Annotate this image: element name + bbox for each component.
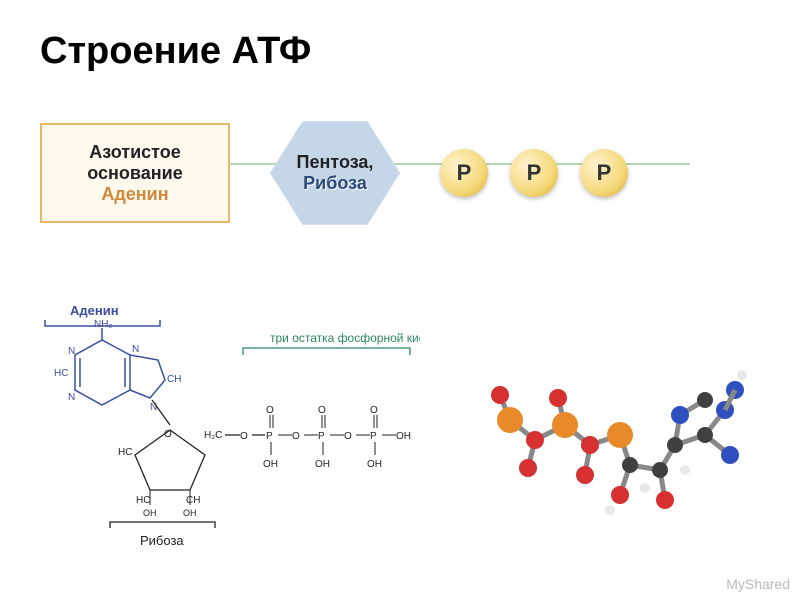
phosphate-bracket [243,348,410,355]
atp-schematic: Азотистое основание Аденин Пентоза, Рибо… [40,113,760,233]
pentose-hexagon: Пентоза, Рибоза [270,118,400,228]
svg-text:CH: CH [186,495,200,506]
phosphate-circle: Р [510,149,558,197]
phosphate-circle: Р [440,149,488,197]
svg-text:HC: HC [136,495,150,506]
adenine-label: Аденин [70,303,119,318]
svg-text:O: O [266,405,274,416]
svg-text:OH: OH [263,459,278,470]
svg-text:CH: CH [167,374,181,385]
pentose-line1: Пентоза, [297,152,374,173]
svg-text:OH: OH [143,508,157,518]
svg-text:N: N [68,346,75,357]
nitrogen-line1: Азотистое [89,142,181,163]
svg-text:P: P [266,431,273,442]
phosphate-label: три остатка фосфорной кислоты [270,331,420,345]
ribose-label: Рибоза [140,533,184,548]
svg-text:N: N [68,392,75,403]
chemical-formula: Аденин NH₂ N HC N N CH N O HC HC CH OH O… [40,300,420,560]
svg-text:P: P [318,431,325,442]
svg-text:OH: OH [183,508,197,518]
svg-text:O: O [164,429,172,440]
svg-text:OH: OH [315,459,330,470]
svg-text:HC: HC [54,368,68,379]
page-title: Строение АТФ [40,30,760,73]
svg-text:O: O [292,431,300,442]
phosphate-chain: P O OH O P O OH O P O OH OH [252,405,411,470]
phosphate-circle: Р [580,149,628,197]
svg-text:OH: OH [396,431,411,442]
svg-text:HC: HC [118,447,132,458]
pentose-line2: Рибоза [303,173,367,194]
svg-text:O: O [370,405,378,416]
atoms [491,370,747,515]
molecule-3d [480,340,760,540]
adenine-ring [75,328,165,405]
watermark: MyShared [726,576,790,592]
svg-text:OH: OH [367,459,382,470]
svg-text:NH₂: NH₂ [94,319,112,330]
nitrogen-line2: основание [87,163,182,184]
svg-text:O: O [240,431,248,442]
nitrogen-base-box: Азотистое основание Аденин [40,123,230,223]
svg-text:N: N [150,402,157,413]
phosphate-group: Р Р Р [440,149,628,197]
svg-text:N: N [132,344,139,355]
svg-text:P: P [370,431,377,442]
svg-text:O: O [344,431,352,442]
ribose-bracket [110,522,215,528]
svg-text:H₂C: H₂C [204,430,222,441]
svg-text:O: O [318,405,326,416]
nitrogen-line3: Аденин [101,184,168,205]
